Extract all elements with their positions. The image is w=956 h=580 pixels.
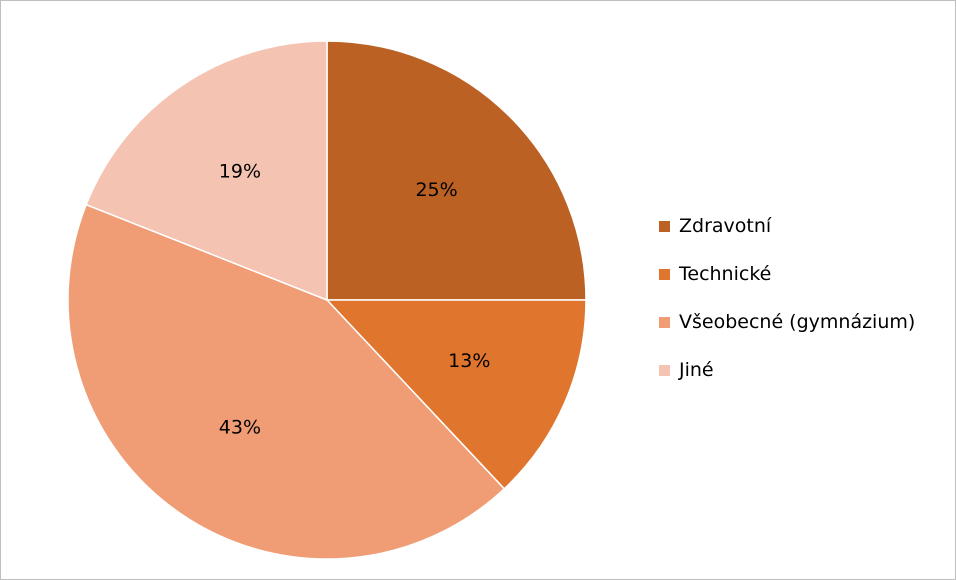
pie-slice-technicke: [325, 299, 587, 490]
legend-label: Zdravotní: [679, 215, 772, 237]
legend-label: Všeobecné (gymnázium): [679, 311, 916, 333]
data-label-vseobecne-gymnazium: 43%: [219, 417, 261, 439]
data-label-jine: 19%: [219, 160, 261, 182]
legend-swatch: [659, 317, 670, 328]
pie-data-labels: 25% 13% 43% 19%: [219, 160, 491, 438]
legend-label: Jiné: [679, 359, 714, 381]
legend-swatch: [659, 269, 670, 280]
data-label-zdravotni: 25%: [415, 179, 457, 201]
data-label-technicke: 13%: [448, 350, 490, 372]
legend-swatch: [659, 221, 670, 232]
pie-slice-vseobecne-gymnazium: [67, 203, 506, 560]
pie-slice-zdravotni: [326, 40, 587, 301]
legend-label: Technické: [679, 263, 772, 285]
pie-slices: [67, 40, 587, 560]
pie-slice-jine: [85, 40, 328, 302]
legend-swatch: [659, 365, 670, 376]
